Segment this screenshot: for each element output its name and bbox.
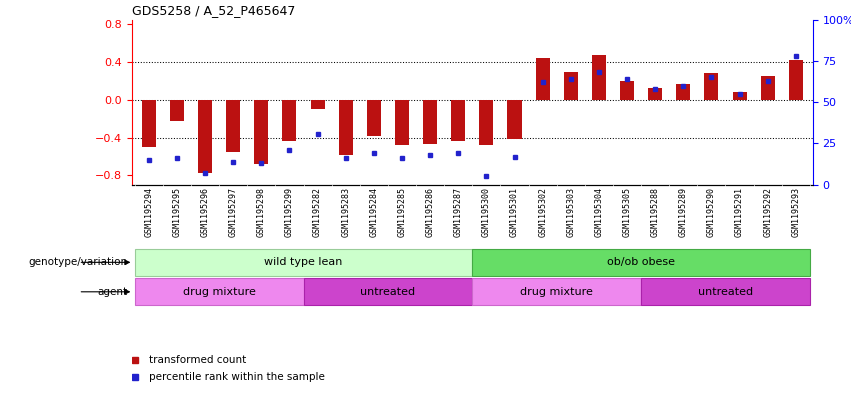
Text: wild type lean: wild type lean: [265, 257, 343, 267]
Bar: [563, 72, 578, 100]
Bar: [789, 60, 802, 100]
Bar: [395, 100, 409, 145]
Text: GSM1195294: GSM1195294: [145, 187, 153, 237]
Text: GSM1195301: GSM1195301: [510, 187, 519, 237]
Bar: [733, 92, 746, 100]
Bar: [134, 249, 472, 276]
Text: GSM1195287: GSM1195287: [454, 187, 463, 237]
Text: drug mixture: drug mixture: [520, 287, 593, 297]
Bar: [142, 100, 156, 147]
Bar: [339, 100, 353, 154]
Text: GSM1195292: GSM1195292: [763, 187, 772, 237]
Text: GSM1195284: GSM1195284: [369, 187, 379, 237]
Text: drug mixture: drug mixture: [183, 287, 255, 297]
Text: GSM1195291: GSM1195291: [735, 187, 744, 237]
Text: GSM1195293: GSM1195293: [791, 187, 800, 237]
Text: GSM1195282: GSM1195282: [313, 187, 322, 237]
Bar: [304, 278, 472, 305]
Text: GSM1195283: GSM1195283: [341, 187, 351, 237]
Text: GSM1195303: GSM1195303: [566, 187, 575, 237]
Bar: [170, 100, 184, 121]
Text: GSM1195297: GSM1195297: [229, 187, 237, 237]
Text: GSM1195302: GSM1195302: [538, 187, 547, 237]
Bar: [620, 81, 634, 100]
Bar: [311, 100, 324, 109]
Bar: [648, 88, 662, 100]
Text: untreated: untreated: [360, 287, 415, 297]
Bar: [472, 278, 641, 305]
Text: GDS5258 / A_52_P465647: GDS5258 / A_52_P465647: [132, 4, 295, 17]
Bar: [472, 249, 810, 276]
Bar: [479, 100, 494, 145]
Bar: [226, 100, 240, 152]
Text: ob/ob obese: ob/ob obese: [607, 257, 675, 267]
Text: GSM1195300: GSM1195300: [482, 187, 491, 237]
Bar: [761, 76, 774, 100]
Text: GSM1195285: GSM1195285: [397, 187, 407, 237]
Bar: [705, 73, 718, 100]
Text: genotype/variation: genotype/variation: [29, 257, 128, 267]
Bar: [677, 84, 690, 100]
Text: transformed count: transformed count: [149, 354, 246, 365]
Text: GSM1195305: GSM1195305: [623, 187, 631, 237]
Bar: [423, 100, 437, 144]
Bar: [641, 278, 810, 305]
Text: percentile rank within the sample: percentile rank within the sample: [149, 372, 325, 382]
Text: GSM1195288: GSM1195288: [651, 187, 660, 237]
Text: GSM1195289: GSM1195289: [679, 187, 688, 237]
Text: untreated: untreated: [698, 287, 753, 297]
Text: GSM1195304: GSM1195304: [594, 187, 603, 237]
Text: agent: agent: [98, 287, 128, 297]
Bar: [535, 58, 550, 100]
Bar: [254, 100, 268, 164]
Bar: [591, 55, 606, 100]
Text: GSM1195286: GSM1195286: [426, 187, 435, 237]
Text: GSM1195290: GSM1195290: [707, 187, 716, 237]
Text: GSM1195295: GSM1195295: [173, 187, 181, 237]
Bar: [451, 100, 465, 141]
Text: GSM1195296: GSM1195296: [201, 187, 209, 237]
Bar: [283, 100, 296, 141]
Bar: [367, 100, 381, 136]
Bar: [198, 100, 212, 173]
Bar: [507, 100, 522, 140]
Text: GSM1195298: GSM1195298: [257, 187, 266, 237]
Text: GSM1195299: GSM1195299: [285, 187, 294, 237]
Bar: [134, 278, 304, 305]
